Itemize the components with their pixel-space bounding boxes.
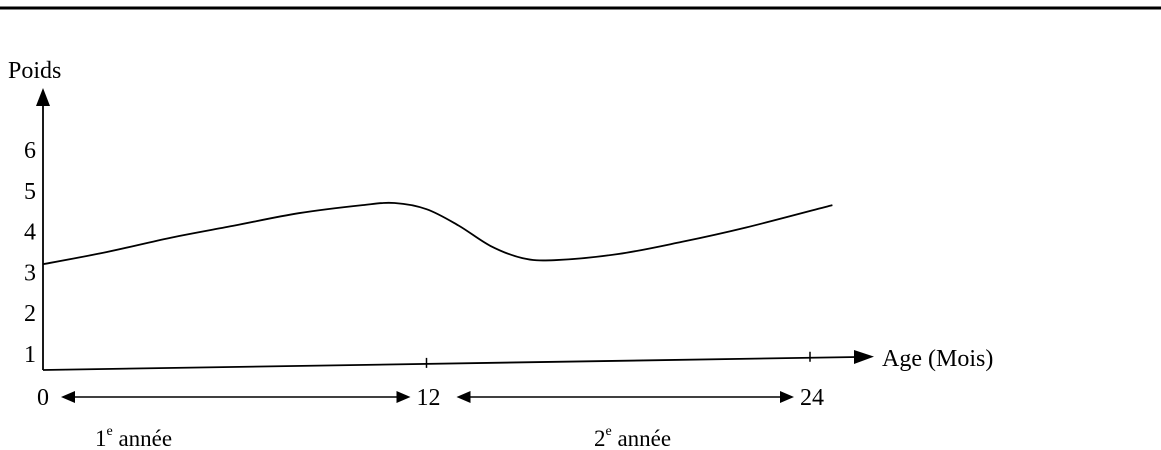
y-axis-arrow [36, 88, 50, 106]
period-arrow-head-right-2 [780, 391, 794, 403]
y-tick-label-5: 5 [24, 179, 36, 205]
x-tick-labels: 0 12 24 [37, 385, 824, 411]
y-tick-label-4: 4 [24, 220, 36, 246]
x-axis-title: Age (Mois) [882, 346, 993, 372]
y-tick-label-1: 1 [24, 342, 36, 368]
period-arrow-head-left-2 [456, 391, 471, 403]
period-annotations: 1e année 2e année [61, 391, 794, 450]
x-tick-marks [425, 351, 811, 368]
y-tick-label-2: 2 [24, 301, 36, 327]
x-axis-arrow [854, 350, 874, 364]
y-tick-labels: 1 2 3 4 5 6 [24, 138, 36, 368]
weight-curve [42, 201, 833, 266]
x-tick-label-24: 24 [800, 385, 824, 411]
period-arrow-head-right-1 [396, 391, 411, 403]
y-tick-label-6: 6 [24, 138, 36, 164]
y-tick-label-3: 3 [24, 260, 36, 286]
y-axis-title: Poids [8, 58, 61, 84]
x-tick-label-12: 12 [417, 385, 441, 411]
period-arrow-head-left-1 [61, 391, 75, 403]
period-label-1: 1e année [95, 424, 172, 450]
x-tick-label-0: 0 [37, 385, 49, 411]
x-axis [42, 356, 859, 371]
period-label-2: 2e année [594, 424, 671, 450]
